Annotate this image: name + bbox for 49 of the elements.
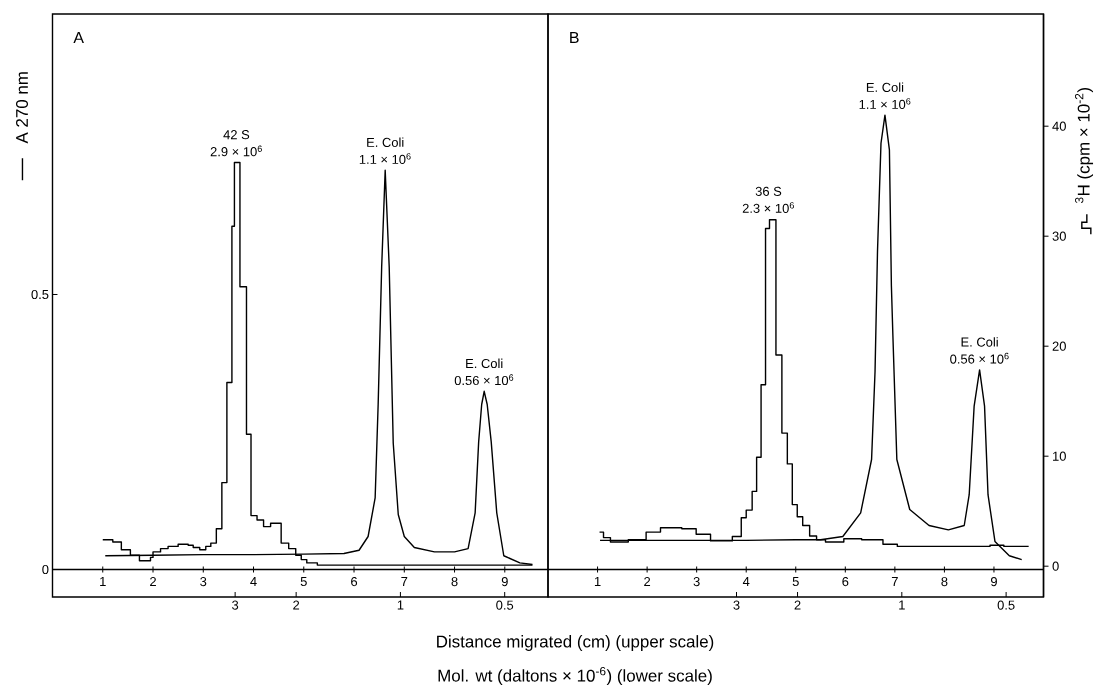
annotation: E. Coli xyxy=(961,337,998,347)
annotation: 2.3 × 10$^{6}$ xyxy=(742,202,794,213)
x-tick-label: 7 xyxy=(891,577,898,586)
x-tick-label: 4 xyxy=(250,577,257,586)
annotation: 36 S xyxy=(755,186,782,196)
x-tick-label: 4 xyxy=(742,577,750,586)
y-axis-title: A 270 nm xyxy=(16,72,28,144)
annotation: E. Coli xyxy=(466,358,503,369)
x-tick-label: 3 xyxy=(200,577,207,587)
x-tick-label: 3 xyxy=(693,577,700,587)
x2-tick-label: 2 xyxy=(293,600,300,610)
x2-tick-label: 3 xyxy=(232,600,239,610)
x2-tick-label: 0.5 xyxy=(997,600,1015,610)
x-tick-label: 2 xyxy=(150,577,156,587)
x-tick-label: 5 xyxy=(300,577,307,587)
x-tick-label: 7 xyxy=(401,577,408,586)
x-tick-label: 5 xyxy=(792,577,799,587)
x2-tick-label: 0.5 xyxy=(496,600,514,610)
y2-axis-title: $^{3}$H (cpm × 10$^{-2}$) xyxy=(1074,88,1094,204)
y2-tick-label: 0 xyxy=(1052,561,1059,571)
x-tick-label: 8 xyxy=(941,577,948,587)
annotation: 0.56 × 10$^{6}$ xyxy=(950,352,1009,364)
x-tick-label: 6 xyxy=(351,577,358,587)
x2-tick-label: 1 xyxy=(397,600,404,610)
annotation: 2.9 × 10$^{6}$ xyxy=(210,145,262,157)
annotation: E. Coli xyxy=(866,82,904,92)
y2-tick-label: 20 xyxy=(1052,341,1066,351)
x-tick-label: 9 xyxy=(501,577,508,587)
x-tick-label: 2 xyxy=(644,577,651,587)
y2-tick-label: 30 xyxy=(1052,231,1066,241)
text: B xyxy=(570,32,579,44)
x-tick-label: 1 xyxy=(594,577,601,586)
y2-tick-label: 10 xyxy=(1053,451,1066,461)
x2-axis-title: Mol. wt (daltons × 10$^{-6}$) (lower scale) xyxy=(438,666,712,686)
x-tick-label: 6 xyxy=(842,577,849,587)
text: A xyxy=(73,32,84,44)
x-axis-title: Distance migrated (cm) (upper scale) xyxy=(437,635,714,651)
annotation: E. Coli xyxy=(367,137,404,147)
y2-tick-label: 40 xyxy=(1052,121,1066,131)
annotation: 1.1 × 10$^{6}$ xyxy=(859,98,911,109)
x2-tick-label: 2 xyxy=(794,600,801,610)
annotation: 1.1 × 10$^{6}$ xyxy=(359,153,411,164)
x2-tick-label: 3 xyxy=(733,600,740,610)
x-tick-label: 8 xyxy=(451,577,458,587)
annotation: 42 S xyxy=(223,130,250,140)
x-tick-label: 1 xyxy=(100,577,106,586)
x2-tick-label: 1 xyxy=(899,600,905,610)
annotation: 0.56 × 10$^{6}$ xyxy=(454,374,514,386)
x-tick-label: 9 xyxy=(990,577,997,587)
